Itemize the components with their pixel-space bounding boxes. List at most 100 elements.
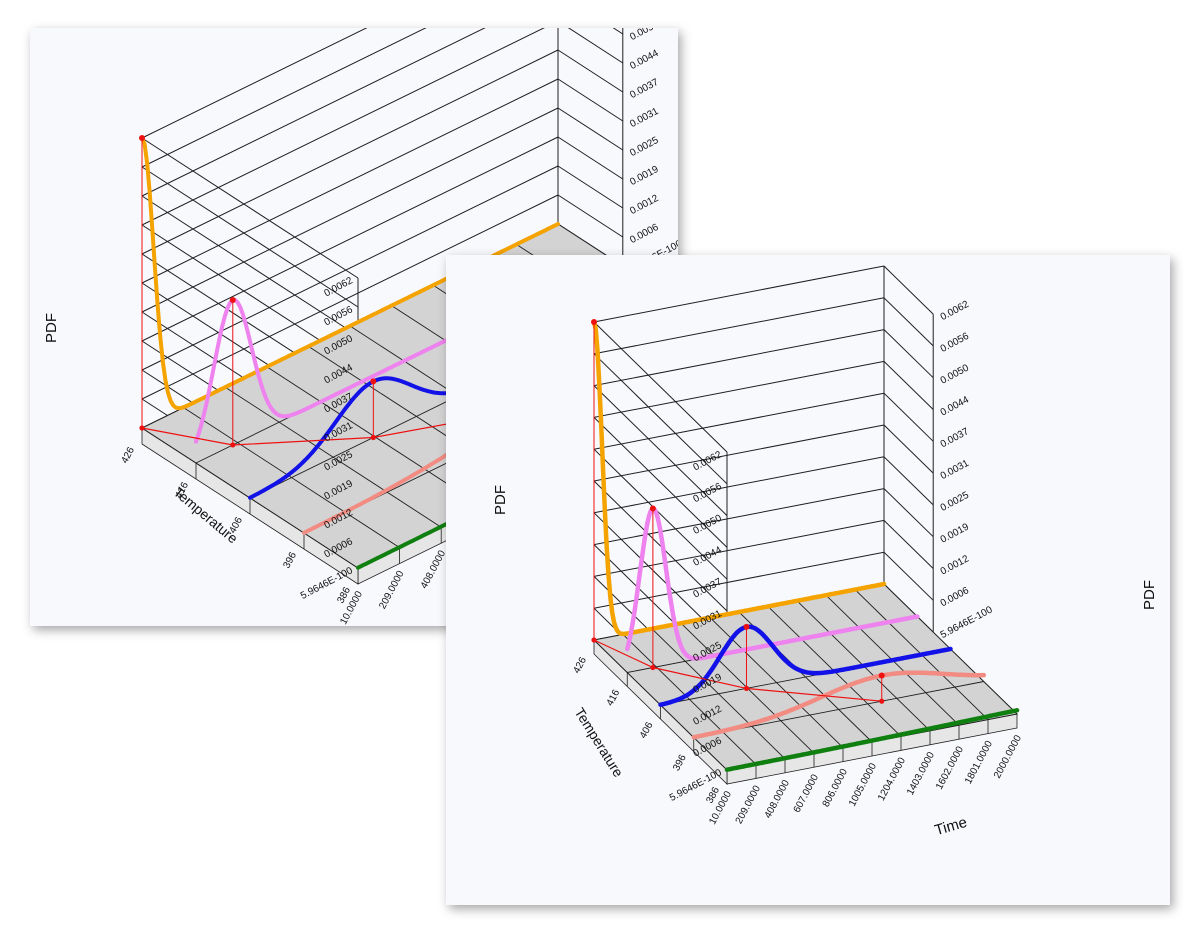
back-wall-gridline bbox=[593, 488, 885, 546]
time-tick-label: 2000.0000 bbox=[992, 733, 1024, 780]
back-wall-gridline bbox=[141, 28, 486, 197]
pdf-tick-label-left: 0.0062 bbox=[691, 449, 724, 473]
series-line-426 bbox=[591, 319, 887, 637]
peak-marker bbox=[743, 623, 750, 630]
pdf-tick-label-right: 0.0050 bbox=[628, 28, 661, 43]
back-wall-gridline bbox=[141, 28, 427, 168]
peak-marker bbox=[229, 296, 236, 303]
pdf-tick-label-right: 0.0056 bbox=[939, 331, 972, 355]
series-line-386 bbox=[724, 708, 1020, 772]
right-wall-gridline bbox=[883, 265, 934, 315]
right-wall-gridline bbox=[883, 361, 934, 410]
back-wall-gridline bbox=[141, 107, 559, 313]
back-wall-gridline bbox=[141, 78, 559, 284]
right-wall-gridline bbox=[883, 424, 934, 474]
pdf-tick-label-right: 0.0025 bbox=[939, 490, 972, 514]
left-wall-gridline bbox=[141, 195, 359, 337]
pdf-axis-title-right: PDF bbox=[1141, 580, 1158, 610]
right-wall-gridline bbox=[883, 329, 934, 379]
pdf-tick-label-right: 0.0012 bbox=[628, 193, 661, 217]
left-wall-gridline bbox=[141, 166, 359, 308]
right-wall-gridline bbox=[557, 107, 624, 151]
pdf-tick-label-right: 0.0050 bbox=[939, 362, 972, 386]
back-wall-gridline bbox=[141, 194, 559, 400]
temperature-tick-label: 396 bbox=[671, 753, 689, 773]
time-tick-label: 1801.0000 bbox=[963, 739, 995, 786]
back-wall-gridline bbox=[593, 392, 885, 450]
left-wall-gridline bbox=[141, 137, 359, 279]
time-tick-label: 1005.0000 bbox=[847, 761, 879, 808]
right-wall-gridline bbox=[883, 488, 934, 538]
pdf-tick-label-right: 0.0019 bbox=[628, 164, 661, 188]
right-wall-gridline bbox=[883, 551, 934, 601]
temperature-tick-label: 406 bbox=[638, 720, 656, 740]
time-tick-label: 1403.0000 bbox=[905, 750, 937, 797]
peak-marker bbox=[591, 319, 597, 325]
pdf-tick-label-right: 0.0006 bbox=[939, 585, 972, 609]
right-wall-gridline bbox=[557, 49, 624, 93]
pdf-tick-label-left: 0.0037 bbox=[691, 576, 724, 600]
pdf-tick-label-right: 5.9646E-100 bbox=[939, 604, 995, 641]
series-line-396 bbox=[691, 670, 987, 740]
pdf-tick-label-right: 0.0025 bbox=[628, 135, 661, 159]
left-wall-gridline bbox=[593, 321, 728, 453]
temperature-tick-label: 426 bbox=[571, 655, 589, 675]
pdf-tick-label-right: 0.0037 bbox=[628, 77, 661, 101]
right-wall-gridline bbox=[557, 165, 624, 209]
right-wall-gridline bbox=[883, 392, 934, 442]
peak-marker bbox=[139, 135, 145, 141]
time-tick-label: 1602.0000 bbox=[934, 744, 966, 791]
series-line-406 bbox=[658, 624, 953, 707]
pdf-tick-label-right: 0.0062 bbox=[939, 299, 972, 323]
peak-marker bbox=[370, 378, 377, 385]
pdf-tick-label-left: 0.0050 bbox=[691, 513, 724, 537]
pdf-tick-label-right: 0.0012 bbox=[939, 553, 972, 577]
back-wall-gridline bbox=[593, 519, 885, 577]
pdf-tick-label-left: 0.0056 bbox=[691, 481, 724, 505]
peak-floor-marker bbox=[879, 698, 885, 704]
time-tick-label: 408.0000 bbox=[763, 778, 792, 820]
back-wall-gridline bbox=[141, 28, 368, 139]
left-wall-gridline bbox=[593, 385, 728, 516]
temperature-tick-label: 416 bbox=[605, 688, 623, 708]
right-wall-gridline bbox=[567, 28, 624, 64]
right-wall-gridline bbox=[883, 297, 934, 347]
pdf-tick-label-right: 0.0031 bbox=[939, 458, 972, 482]
right-wall-gridline bbox=[883, 520, 934, 569]
back-wall-gridline bbox=[593, 265, 885, 323]
back-wall-gridline bbox=[141, 28, 545, 226]
time-axis-title: Time bbox=[933, 814, 969, 839]
back-wall-gridline bbox=[141, 165, 559, 371]
time-tick-label: 209.0000 bbox=[377, 569, 406, 611]
time-tick-label: 209.0000 bbox=[734, 784, 763, 826]
back-wall-gridline bbox=[593, 329, 885, 387]
right-wall-gridline bbox=[557, 78, 624, 122]
peak-marker bbox=[878, 672, 885, 679]
time-tick-label: 408.0000 bbox=[419, 548, 448, 590]
time-tick-label: 806.0000 bbox=[821, 767, 850, 809]
temperature-axis-title: Temperature bbox=[571, 705, 626, 780]
back-wall-gridline bbox=[593, 551, 885, 609]
back-wall-gridline bbox=[593, 424, 885, 482]
chart-panel-front: 5.9646E-100 0.0006 0.0012 0.0019 0.0025 0.003… bbox=[446, 255, 1170, 905]
left-wall-gridline bbox=[593, 448, 728, 580]
back-wall-gridline bbox=[141, 136, 559, 342]
pdf-tick-label-right: 0.0006 bbox=[628, 222, 661, 246]
temperature-tick-label: 396 bbox=[281, 550, 299, 570]
pdf-tick-label-right: 0.0031 bbox=[628, 106, 661, 130]
pdf-tick-label-left: 0.0044 bbox=[691, 544, 724, 568]
pdf-tick-label-right: 0.0037 bbox=[939, 426, 972, 450]
pdf-axis-title: PDF bbox=[492, 485, 509, 515]
time-tick-label: 607.0000 bbox=[792, 772, 821, 814]
time-tick-label: 1204.0000 bbox=[876, 756, 908, 803]
left-wall-gridline bbox=[593, 480, 728, 612]
right-wall-gridline bbox=[883, 456, 934, 506]
right-wall-gridline bbox=[612, 28, 624, 35]
back-wall-gridline bbox=[141, 49, 559, 255]
back-wall-gridline bbox=[593, 360, 885, 418]
temperature-tick-label: 426 bbox=[119, 445, 137, 465]
peak-marker bbox=[649, 505, 656, 512]
left-wall-gridline bbox=[593, 417, 728, 548]
right-wall-gridline bbox=[557, 194, 624, 238]
